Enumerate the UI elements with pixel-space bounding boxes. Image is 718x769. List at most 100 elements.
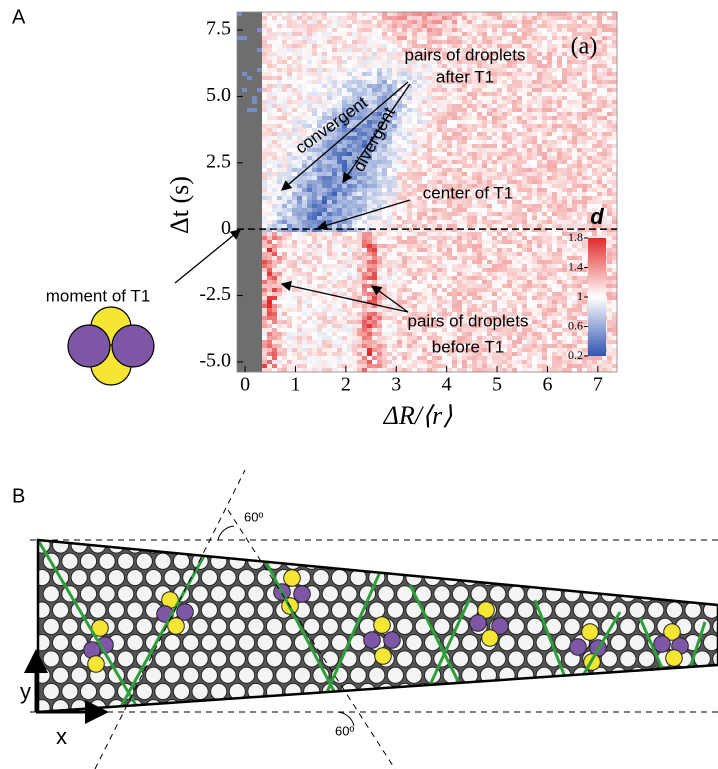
heat-cell <box>497 260 502 264</box>
heat-cell <box>442 248 447 252</box>
heat-cell <box>382 68 387 72</box>
heat-cell <box>422 100 427 104</box>
heat-cell <box>382 172 387 176</box>
heat-cell <box>252 272 257 276</box>
heat-cell <box>422 88 427 92</box>
heat-cell <box>257 268 262 272</box>
heat-cell <box>407 268 412 272</box>
heat-cell <box>502 112 507 116</box>
heat-cell <box>497 28 502 32</box>
heat-cell <box>312 100 317 104</box>
heat-cell <box>337 80 342 84</box>
heat-cell <box>342 212 347 216</box>
heat-cell <box>602 144 607 148</box>
heat-cell <box>427 64 432 68</box>
heat-cell <box>322 44 327 48</box>
heat-cell <box>522 252 527 256</box>
heat-cell <box>287 168 292 172</box>
heat-cell <box>462 120 467 124</box>
heat-cell <box>357 188 362 192</box>
heat-cell <box>362 184 367 188</box>
heat-cell <box>597 124 602 128</box>
heat-cell <box>567 148 572 152</box>
heat-cell <box>592 140 597 144</box>
heat-cell <box>282 224 287 228</box>
heat-cell <box>347 152 352 156</box>
heat-cell <box>442 20 447 24</box>
heat-cell <box>397 220 402 224</box>
heat-cell <box>477 24 482 28</box>
heat-cell <box>457 100 462 104</box>
heat-cell <box>612 104 617 108</box>
heat-cell <box>567 24 572 28</box>
heat-cell <box>287 260 292 264</box>
heat-cell <box>292 132 297 136</box>
heat-cell <box>522 176 527 180</box>
heat-cell <box>497 12 502 16</box>
heat-cell <box>537 60 542 64</box>
heat-cell <box>327 168 332 172</box>
heat-cell <box>457 248 462 252</box>
heat-cell <box>542 140 547 144</box>
heat-cell <box>367 40 372 44</box>
heat-cell <box>287 132 292 136</box>
heat-cell <box>237 148 242 152</box>
heat-cell <box>282 92 287 96</box>
heat-cell <box>397 40 402 44</box>
heat-cell <box>252 164 257 168</box>
heat-cell <box>537 136 542 140</box>
heat-cell <box>492 172 497 176</box>
heat-cell <box>527 136 532 140</box>
heat-cell <box>392 128 397 132</box>
heat-cell <box>567 156 572 160</box>
heat-cell <box>342 12 347 16</box>
heat-cell <box>262 40 267 44</box>
heat-cell <box>577 244 582 248</box>
heat-cell <box>397 28 402 32</box>
heat-cell <box>462 144 467 148</box>
heat-cell <box>437 136 442 140</box>
heat-cell <box>437 168 442 172</box>
heat-cell <box>242 56 247 60</box>
heat-cell <box>282 180 287 184</box>
heat-cell <box>457 36 462 40</box>
heat-cell <box>237 72 242 76</box>
heat-cell <box>457 168 462 172</box>
heat-cell <box>332 192 337 196</box>
heat-cell <box>557 132 562 136</box>
heat-cell <box>302 76 307 80</box>
heat-cell <box>502 104 507 108</box>
heat-cell <box>432 224 437 228</box>
heat-cell <box>532 220 537 224</box>
heat-cell <box>522 92 527 96</box>
heat-cell <box>392 16 397 20</box>
heat-cell <box>262 152 267 156</box>
heat-cell <box>317 212 322 216</box>
heat-cell <box>557 184 562 188</box>
heat-cell <box>492 32 497 36</box>
heat-cell <box>602 124 607 128</box>
heat-cell <box>372 264 377 268</box>
heat-cell <box>562 64 567 68</box>
heat-cell <box>562 192 567 196</box>
heat-cell <box>472 248 477 252</box>
heat-cell <box>247 64 252 68</box>
heat-cell <box>537 232 542 236</box>
heat-cell <box>582 64 587 68</box>
heat-cell <box>532 236 537 240</box>
heat-cell <box>527 148 532 152</box>
heat-cell <box>312 232 317 236</box>
heat-cell <box>542 72 547 76</box>
heat-cell <box>562 152 567 156</box>
heat-cell <box>357 192 362 196</box>
heat-cell <box>452 172 457 176</box>
heat-cell <box>382 80 387 84</box>
heat-cell <box>402 108 407 112</box>
heat-cell <box>592 116 597 120</box>
heat-cell <box>402 12 407 16</box>
heat-cell <box>502 256 507 260</box>
heat-cell <box>362 236 367 240</box>
heat-cell <box>517 124 522 128</box>
heat-cell <box>597 156 602 160</box>
heat-cell <box>457 124 462 128</box>
